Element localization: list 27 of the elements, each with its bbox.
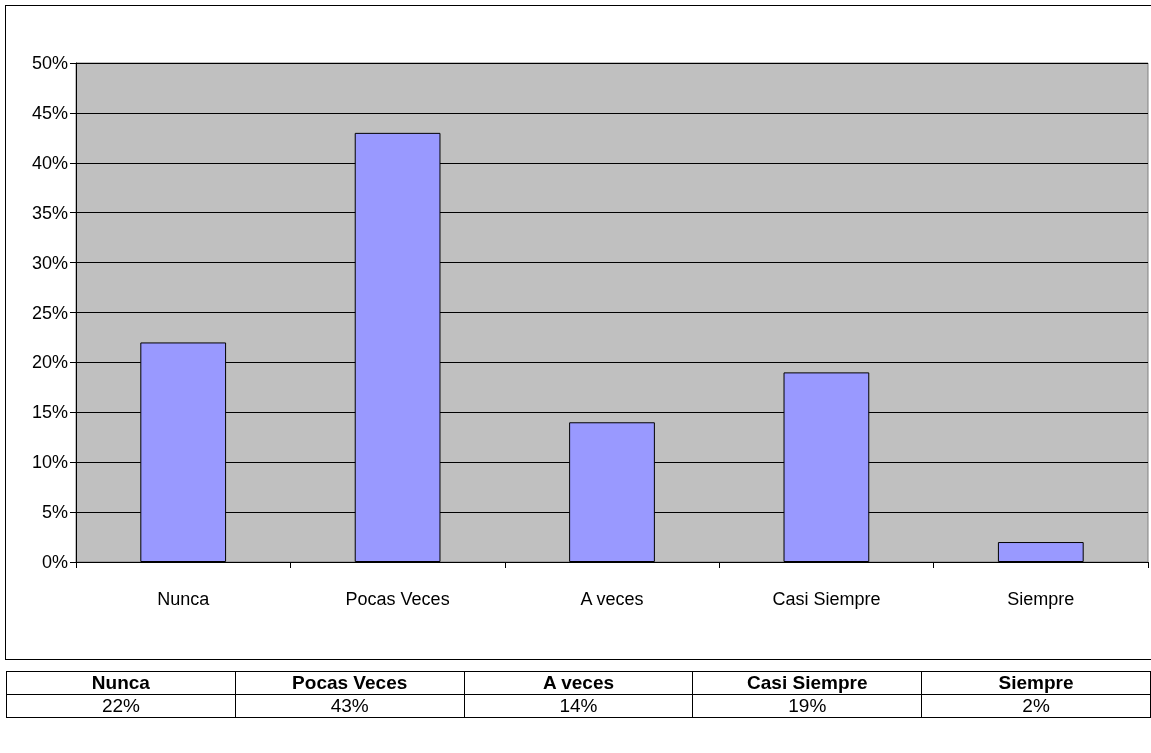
x-tick-label: Siempre (1007, 589, 1075, 609)
data-label: 19% (692, 694, 922, 718)
category-label: Casi Siempre (747, 672, 868, 693)
data-label: 22% (6, 694, 236, 718)
y-tick-label: 35% (31, 202, 68, 223)
y-tick-label: 5% (41, 502, 68, 523)
y-tick-label: 0% (41, 552, 68, 572)
x-tick-label: Nunca (157, 589, 211, 609)
data-label: 2% (921, 694, 1151, 718)
category-label: Pocas Veces (292, 672, 408, 693)
y-tick-label: 25% (31, 302, 68, 323)
category-label: Siempre (998, 672, 1074, 693)
data-label: 14% (464, 694, 693, 718)
y-tick-label: 10% (31, 452, 68, 473)
y-tick-label: 45% (31, 102, 68, 123)
data-label: 43% (235, 694, 465, 718)
category-label: A veces (542, 672, 615, 693)
x-tick-label: A veces (580, 589, 644, 609)
x-tick-label: Casi Siempre (772, 589, 881, 609)
bar (997, 542, 1084, 562)
x-tick-label: Pocas Veces (345, 589, 450, 609)
y-tick-label: 50% (31, 53, 68, 73)
y-tick-label: 20% (31, 352, 68, 373)
y-tick-label: 30% (31, 252, 68, 273)
y-tick-label: 15% (31, 402, 68, 423)
category-label: Nunca (91, 672, 150, 693)
y-tick-label: 40% (31, 152, 68, 173)
